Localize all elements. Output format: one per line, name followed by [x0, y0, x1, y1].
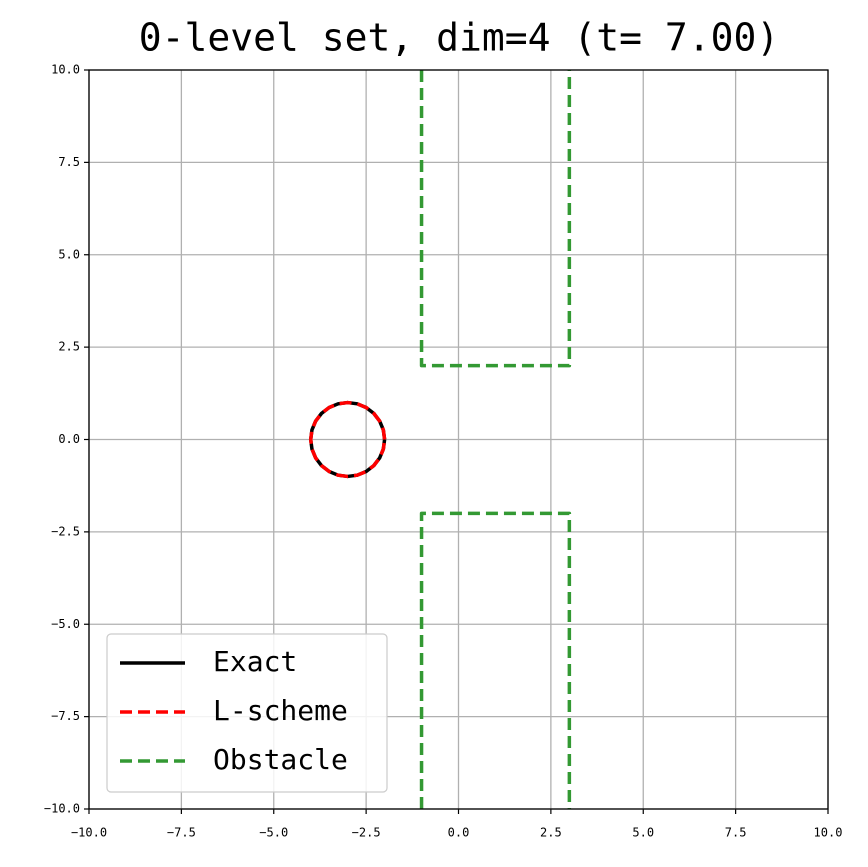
x-tick-label: 7.5 [725, 826, 747, 840]
x-tick-label: −7.5 [167, 826, 196, 840]
y-tick-label: 7.5 [58, 155, 80, 169]
y-tick-label: 2.5 [58, 340, 80, 354]
legend-label: L-scheme [213, 694, 348, 727]
y-tick-label: −10.0 [44, 802, 80, 816]
x-tick-label: 5.0 [632, 826, 654, 840]
y-tick-label: −5.0 [51, 617, 80, 631]
y-tick-label: 5.0 [58, 247, 80, 261]
x-tick-label: 0.0 [448, 826, 470, 840]
x-tick-label: −5.0 [259, 826, 288, 840]
y-tick-label: 10.0 [51, 63, 80, 77]
x-tick-label: 2.5 [540, 826, 562, 840]
axes-frame [88, 69, 829, 810]
x-tick-label: −2.5 [352, 826, 381, 840]
series-line [419, 70, 572, 809]
chart-title: 0-level set, dim=4 (t= 7.00) [139, 16, 780, 60]
legend-label: Exact [213, 645, 297, 678]
x-tick-label: 10.0 [814, 826, 843, 840]
series-line [308, 400, 387, 479]
legend-box [106, 633, 388, 793]
legend-label: Obstacle [213, 743, 348, 776]
x-tick-label: −10.0 [71, 826, 107, 840]
y-tick-label: −7.5 [51, 709, 80, 723]
y-tick-label: −2.5 [51, 524, 80, 538]
y-tick-label: 0.0 [58, 432, 80, 446]
